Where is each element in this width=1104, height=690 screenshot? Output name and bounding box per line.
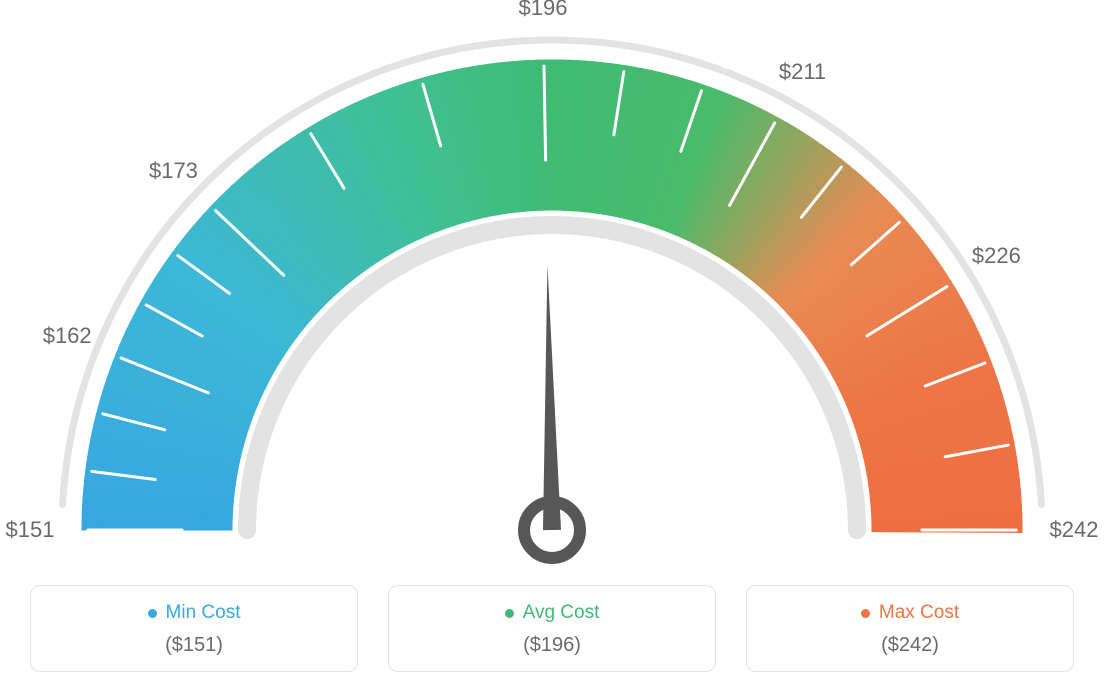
gauge-chart: $151$162$173$196$211$226$242: [22, 20, 1082, 580]
legend-title-min: Min Cost: [148, 602, 241, 624]
dot-icon: [861, 609, 870, 618]
gauge-tick-label: $226: [972, 243, 1021, 269]
gauge-tick-label: $151: [6, 517, 55, 543]
dot-icon: [505, 609, 514, 618]
gauge-tick-label: $173: [149, 158, 198, 184]
dot-icon: [148, 609, 157, 618]
legend-card-avg: Avg Cost ($196): [388, 585, 716, 672]
legend: Min Cost ($151) Avg Cost ($196) Max Cost…: [0, 585, 1104, 672]
legend-label: Min Cost: [166, 602, 241, 624]
gauge-tick-label: $162: [43, 323, 92, 349]
legend-card-min: Min Cost ($151): [30, 585, 358, 672]
legend-card-max: Max Cost ($242): [746, 585, 1074, 672]
gauge-tick-label: $211: [779, 59, 826, 85]
gauge-svg: [22, 20, 1082, 580]
legend-value: ($196): [389, 634, 715, 657]
gauge-tick-label: $196: [519, 0, 568, 21]
legend-label: Max Cost: [879, 602, 959, 624]
gauge-tick-label: $242: [1050, 517, 1099, 543]
legend-title-max: Max Cost: [861, 602, 959, 624]
legend-value: ($242): [747, 634, 1073, 657]
legend-label: Avg Cost: [523, 602, 600, 624]
legend-value: ($151): [31, 634, 357, 657]
legend-title-avg: Avg Cost: [505, 602, 600, 624]
